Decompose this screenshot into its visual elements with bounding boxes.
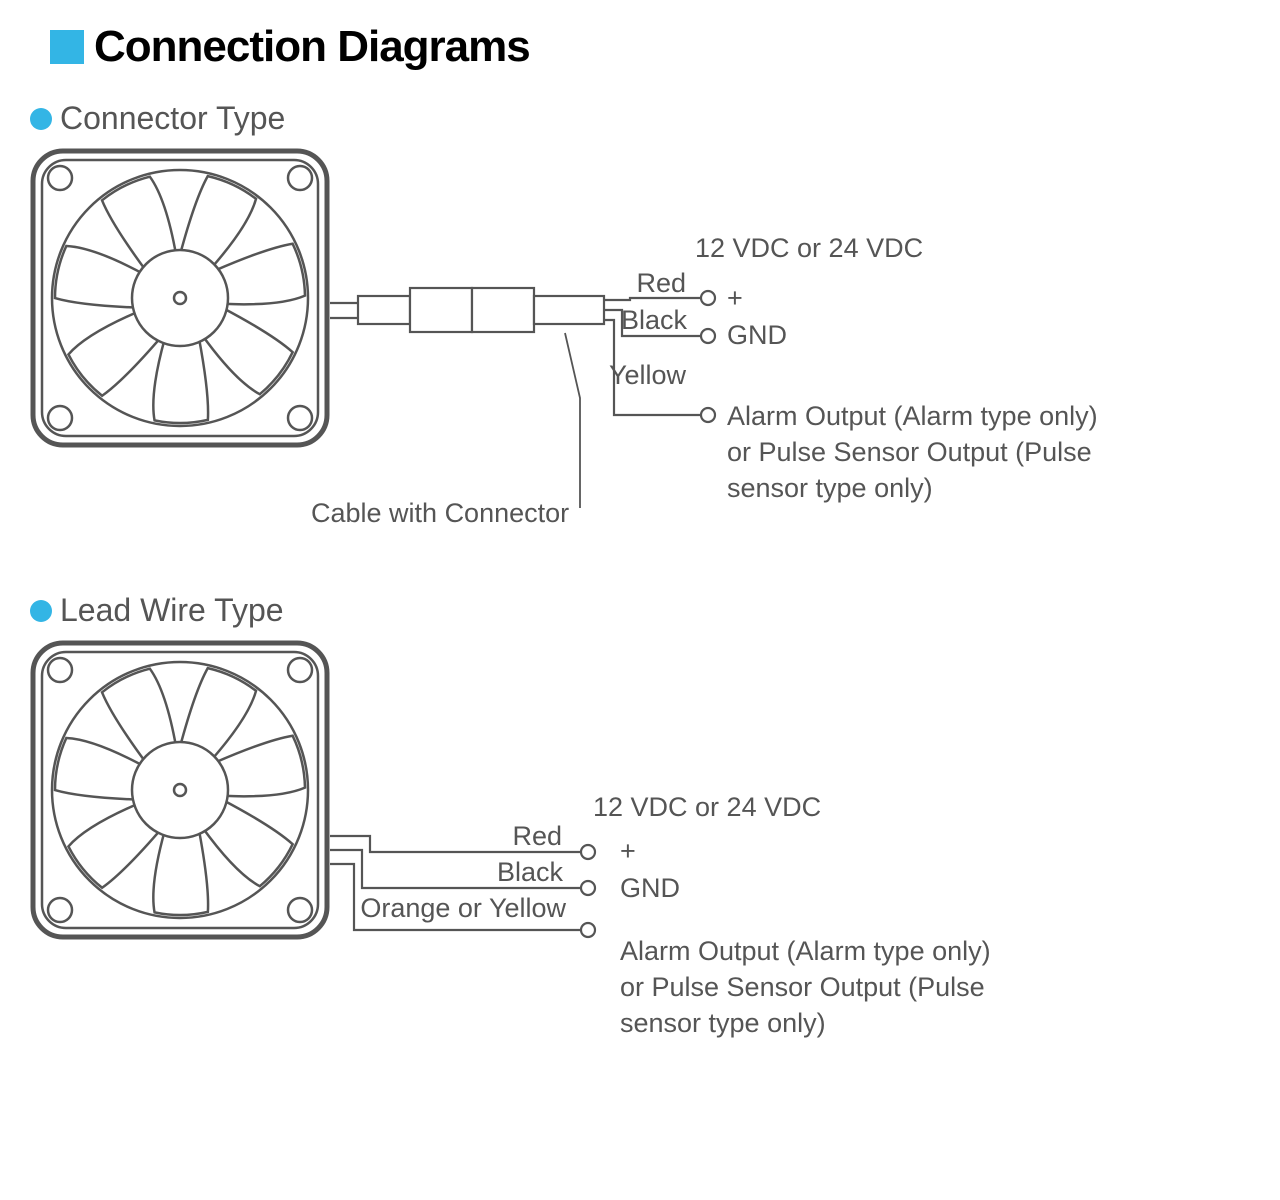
- square-bullet-icon: [50, 30, 84, 64]
- cable-label: Cable with Connector: [311, 498, 569, 529]
- section-connector-title: Connector Type: [60, 100, 285, 137]
- page-title-row: Connection Diagrams: [50, 22, 530, 72]
- wire-black-signal-2: GND: [620, 873, 680, 904]
- section-leadwire-title: Lead Wire Type: [60, 592, 284, 629]
- section-connector-title-row: Connector Type: [30, 100, 285, 137]
- fan-connector-diagram: [30, 148, 330, 448]
- page-title: Connection Diagrams: [94, 22, 530, 72]
- dot-bullet-icon: [30, 108, 52, 130]
- wire-yellow-signal-2b: or Pulse Sensor Output (Pulse: [620, 969, 985, 1005]
- wire-yellow-signal-1a: Alarm Output (Alarm type only): [727, 398, 1098, 434]
- fan-leadwire-diagram: [30, 640, 330, 940]
- wire-red-signal-2: +: [620, 836, 636, 867]
- section-leadwire-title-row: Lead Wire Type: [30, 592, 284, 629]
- wire-red-signal-1: +: [727, 283, 743, 314]
- wire-yellow-signal-1b: or Pulse Sensor Output (Pulse: [727, 434, 1092, 470]
- volt-label-1: 12 VDC or 24 VDC: [695, 233, 923, 264]
- wire-yellow-label-1: Yellow: [604, 360, 686, 391]
- wire-black-signal-1: GND: [727, 320, 787, 351]
- wire-yellow-label-2: Orange or Yellow: [350, 893, 566, 924]
- wire-black-label-2: Black: [493, 857, 563, 888]
- wire-black-label-1: Black: [617, 305, 687, 336]
- wire-red-label-1: Red: [634, 268, 686, 299]
- volt-label-2: 12 VDC or 24 VDC: [593, 792, 821, 823]
- wire-red-label-2: Red: [510, 821, 562, 852]
- wire-yellow-signal-1c: sensor type only): [727, 470, 933, 506]
- dot-bullet-icon: [30, 600, 52, 622]
- wire-yellow-signal-2c: sensor type only): [620, 1005, 826, 1041]
- wire-yellow-signal-2a: Alarm Output (Alarm type only): [620, 933, 991, 969]
